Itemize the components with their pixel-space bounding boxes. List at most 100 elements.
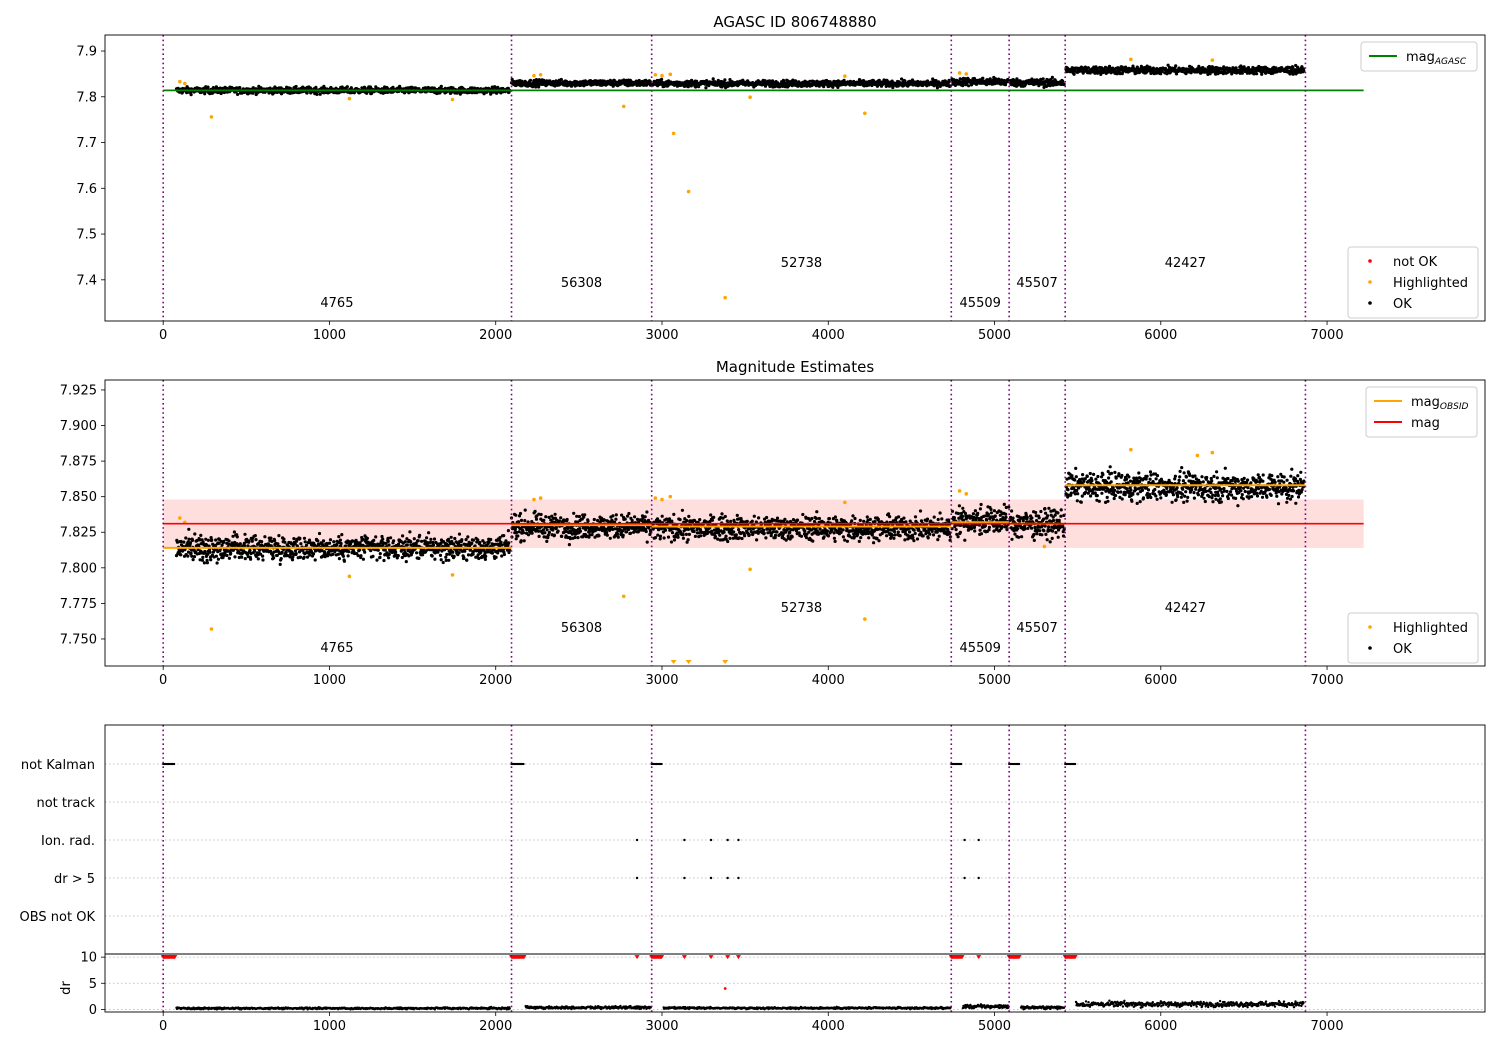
ok-point — [261, 558, 265, 562]
x-tick-label: 3000 — [645, 328, 678, 343]
ok-point — [553, 512, 557, 516]
ok-point — [356, 554, 360, 558]
ok-point — [316, 539, 320, 543]
ok-point — [536, 529, 541, 533]
ok-point — [179, 553, 183, 557]
ok-point — [192, 555, 197, 559]
ok-point — [452, 554, 456, 559]
ok-point — [608, 78, 612, 82]
ok-point — [822, 85, 826, 89]
ok-point — [533, 509, 537, 513]
ok-point — [431, 543, 436, 547]
ok-point — [444, 555, 448, 559]
ok-point — [311, 552, 316, 556]
ok-point — [506, 529, 510, 533]
ok-point — [227, 539, 231, 543]
ok-point — [340, 533, 344, 537]
highlighted-point — [347, 96, 352, 101]
ok-point — [728, 536, 732, 541]
ok-point — [560, 534, 564, 539]
ok-point — [273, 539, 277, 543]
ok-point — [514, 530, 519, 535]
ok-point — [381, 541, 385, 545]
ok-point — [342, 559, 346, 563]
highlighted-point — [843, 74, 847, 78]
ok-point — [179, 539, 183, 544]
ok-point — [699, 534, 703, 538]
ok-point — [214, 554, 218, 558]
ok-point — [723, 514, 727, 519]
ok-point — [732, 530, 736, 534]
ok-point — [191, 558, 195, 562]
ok-point — [332, 540, 336, 544]
ok-point — [189, 93, 193, 97]
ok-point — [712, 515, 716, 520]
ok-point — [190, 538, 195, 543]
ok-point — [439, 558, 443, 562]
ok-point — [260, 540, 264, 544]
legend-marker — [1368, 259, 1372, 263]
ok-point — [292, 537, 296, 541]
ok-point — [565, 517, 569, 522]
ok-point — [272, 556, 276, 560]
legend-marker — [1368, 280, 1372, 284]
ok-point — [277, 534, 281, 538]
obsid-label: 56308 — [561, 276, 602, 291]
ok-point — [635, 517, 640, 522]
ok-point — [463, 549, 467, 553]
ok-point — [336, 552, 340, 556]
ok-point — [621, 533, 625, 538]
ok-point — [669, 540, 674, 544]
ok-point — [282, 537, 286, 541]
obsid-label: 45509 — [960, 296, 1001, 311]
ok-point — [810, 83, 814, 88]
ok-point — [1048, 84, 1052, 88]
y-tick-label: 7.5 — [76, 228, 97, 243]
ok-point — [726, 539, 730, 544]
ok-point — [372, 538, 376, 543]
ok-point — [291, 555, 295, 559]
ok-point — [209, 558, 213, 562]
ok-point — [290, 558, 295, 562]
ok-point — [433, 557, 437, 561]
ok-point — [693, 534, 698, 539]
ok-point — [396, 554, 400, 558]
ok-point — [1145, 64, 1149, 68]
x-tick-label: 5000 — [978, 328, 1011, 343]
ok-point — [341, 554, 345, 558]
ok-point — [432, 537, 437, 541]
figure-title: AGASC ID 806748880 — [713, 13, 876, 31]
ok-point — [543, 531, 547, 535]
highlighted-point — [964, 72, 969, 76]
ok-point — [623, 517, 627, 521]
ok-point — [182, 540, 186, 544]
ok-point — [313, 558, 317, 562]
ok-point — [193, 532, 197, 536]
ok-point — [658, 537, 662, 541]
ok-point — [1062, 82, 1066, 86]
ok-point — [953, 83, 958, 87]
ok-point — [1072, 72, 1076, 76]
ok-point — [740, 536, 744, 541]
ok-point — [214, 85, 218, 89]
ok-point — [457, 532, 462, 536]
ok-point — [567, 543, 572, 547]
ok-point — [616, 535, 620, 539]
ok-point — [205, 561, 209, 565]
ok-point — [232, 530, 236, 534]
ok-point — [189, 551, 193, 556]
ok-point — [415, 551, 419, 555]
ok-point — [910, 78, 915, 82]
ok-point — [261, 554, 265, 558]
ok-point — [608, 536, 612, 540]
ok-point — [1099, 72, 1103, 76]
ok-point — [704, 86, 708, 90]
ok-point — [586, 519, 590, 523]
ok-point — [321, 539, 326, 543]
highlighted-point — [1210, 58, 1215, 62]
ok-point — [1118, 72, 1122, 76]
ok-point — [666, 535, 671, 539]
ok-point — [392, 539, 396, 543]
ok-point — [547, 530, 552, 535]
ok-point — [663, 528, 668, 532]
